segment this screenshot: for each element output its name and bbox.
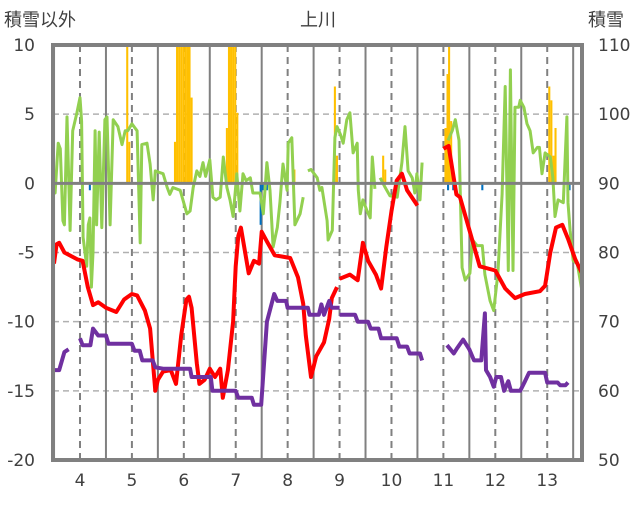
y-right-tick-label: 80 xyxy=(598,244,620,264)
bar-positive xyxy=(184,45,187,184)
series-green-line xyxy=(378,125,424,202)
bars xyxy=(88,45,571,225)
series-purple-line xyxy=(78,292,340,407)
bar-negative xyxy=(261,183,264,191)
bar-positive xyxy=(234,45,237,184)
bar-positive xyxy=(232,45,235,184)
series-red-line xyxy=(53,225,339,400)
bar-negative xyxy=(447,183,450,191)
series-red-line xyxy=(338,171,420,291)
bar-positive xyxy=(236,112,239,184)
y-left-tick-label: -20 xyxy=(7,451,35,471)
y-right-tick-label: 90 xyxy=(598,174,620,194)
bar-positive xyxy=(190,97,193,184)
x-tick-label: 11 xyxy=(433,471,455,491)
y-right-tick-label: 50 xyxy=(598,451,620,471)
bar-positive xyxy=(335,155,339,184)
bar-positive xyxy=(128,141,131,184)
bar-positive xyxy=(178,45,181,184)
bar-positive xyxy=(554,128,557,184)
bar-positive xyxy=(230,45,233,184)
series-green-line xyxy=(53,96,305,289)
x-tick-label: 9 xyxy=(334,471,345,491)
bar-positive xyxy=(126,45,129,184)
bar-positive xyxy=(225,128,228,184)
bar-positive xyxy=(550,100,553,184)
series-lines xyxy=(53,68,582,407)
x-tick-label: 7 xyxy=(230,471,241,491)
series-green-line xyxy=(446,68,582,313)
bar-positive xyxy=(182,45,185,184)
bar-negative xyxy=(568,183,571,191)
series-purple-line xyxy=(445,311,570,393)
bar-positive xyxy=(384,169,387,184)
y-left-tick-label: 10 xyxy=(13,36,35,56)
x-tick-label: 6 xyxy=(178,471,189,491)
x-tick-label: 5 xyxy=(126,471,137,491)
series-purple-line xyxy=(54,347,70,373)
x-tick-label: 13 xyxy=(536,471,558,491)
series-red-line xyxy=(442,144,582,301)
bar-negative xyxy=(88,183,91,191)
bar-positive xyxy=(382,155,385,184)
bar-positive xyxy=(188,45,191,184)
bar-positive xyxy=(176,45,179,184)
bar-positive xyxy=(180,45,183,184)
chart-title: 上川 xyxy=(300,10,336,31)
y-left-tick-label: -15 xyxy=(7,382,35,402)
series-purple-line xyxy=(339,312,425,361)
bar-negative xyxy=(481,183,484,191)
y-right-tick-label: 100 xyxy=(598,105,630,125)
grid xyxy=(53,45,582,460)
bar-negative xyxy=(265,183,268,191)
x-tick-label: 4 xyxy=(75,471,86,491)
y-left-tick-label: 5 xyxy=(24,105,35,125)
y-right-tick-label: 70 xyxy=(598,313,620,333)
y-left-tick-label: -10 xyxy=(7,313,35,333)
y-left-tick-label: -5 xyxy=(18,244,35,264)
bar-positive xyxy=(446,74,449,184)
x-tick-label: 10 xyxy=(381,471,403,491)
x-tick-label: 12 xyxy=(484,471,506,491)
plot-border xyxy=(51,43,584,462)
bar-positive xyxy=(186,45,189,184)
bar-positive xyxy=(227,45,231,184)
bar-positive xyxy=(448,45,451,184)
series-green-line xyxy=(307,111,377,242)
bar-positive xyxy=(173,141,177,184)
left-axis-label: 積雪以外 xyxy=(4,10,76,31)
y-left-tick-label: 0 xyxy=(24,174,35,194)
right-axis-label: 積雪 xyxy=(588,10,624,31)
y-right-tick-label: 60 xyxy=(598,382,620,402)
x-tick-label: 8 xyxy=(282,471,293,491)
bar-positive xyxy=(548,86,551,184)
bar-positive xyxy=(552,155,555,184)
bar-positive xyxy=(444,128,447,184)
y-right-tick-label: 110 xyxy=(598,36,630,56)
